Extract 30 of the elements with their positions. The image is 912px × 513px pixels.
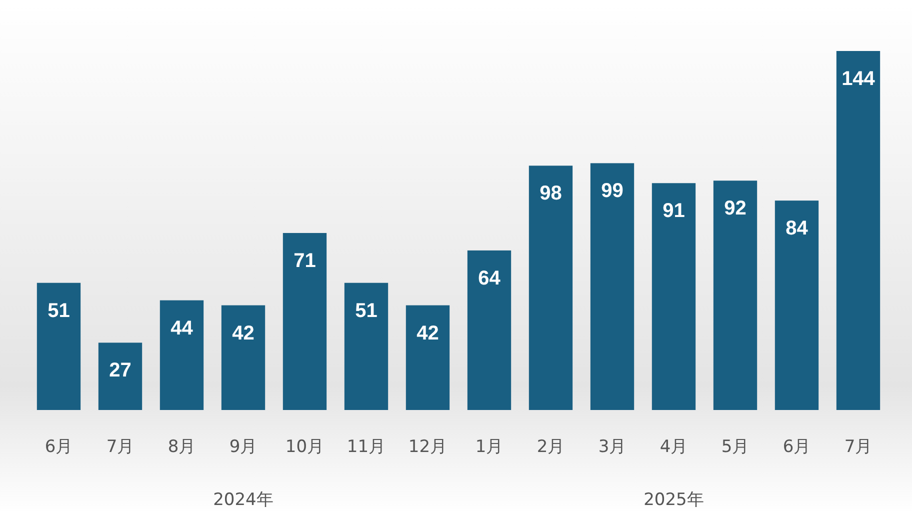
x-tick-label: 2月 bbox=[536, 437, 565, 457]
x-tick-label: 8月 bbox=[168, 437, 196, 457]
x-tick-label: 7月 bbox=[844, 437, 872, 457]
data-label: 99 bbox=[601, 180, 624, 202]
x-tick-label: 11月 bbox=[346, 437, 386, 457]
data-label: 92 bbox=[724, 198, 746, 220]
x-tick-label: 9月 bbox=[229, 437, 258, 457]
data-label: 144 bbox=[842, 68, 876, 90]
text: 2025年 bbox=[644, 490, 704, 510]
data-label: 98 bbox=[540, 182, 562, 205]
text: 2024年 bbox=[213, 490, 274, 510]
x-tick-label: 10月 bbox=[285, 437, 324, 457]
data-label: 42 bbox=[416, 322, 439, 344]
x-tick-label: 4月 bbox=[660, 437, 688, 457]
x-tick-label: 6月 bbox=[782, 437, 811, 457]
data-label: 42 bbox=[232, 322, 254, 344]
x-tick-label: 6月 bbox=[44, 437, 73, 457]
data-label: 51 bbox=[355, 300, 378, 322]
data-label: 64 bbox=[478, 267, 502, 290]
x-tick-label: 12月 bbox=[408, 437, 448, 457]
data-label: 51 bbox=[48, 300, 70, 322]
data-label: 91 bbox=[662, 200, 685, 222]
data-label: 84 bbox=[786, 218, 809, 240]
x-tick-label: 1月 bbox=[475, 437, 504, 457]
data-label: 71 bbox=[294, 250, 316, 272]
x-tick-label: 3月 bbox=[598, 437, 626, 457]
data-label: 44 bbox=[170, 317, 194, 340]
data-label: 27 bbox=[109, 360, 132, 382]
x-tick-label: 7月 bbox=[106, 437, 134, 457]
x-tick-label: 5月 bbox=[721, 437, 750, 457]
